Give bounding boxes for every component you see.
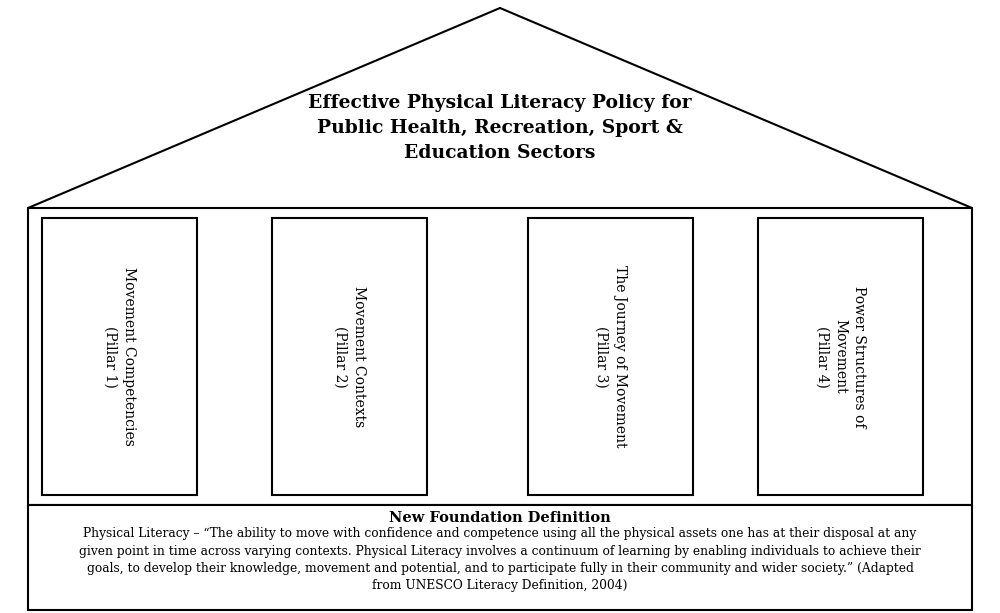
Bar bbox=[42, 218, 197, 495]
Bar bbox=[272, 218, 427, 495]
Bar bbox=[528, 218, 693, 495]
Text: Power Structures of
Movement
(Pillar 4): Power Structures of Movement (Pillar 4) bbox=[815, 286, 866, 427]
Polygon shape bbox=[28, 8, 972, 208]
Text: The Journey of Movement
(Pillar 3): The Journey of Movement (Pillar 3) bbox=[594, 265, 627, 447]
Text: Physical Literacy – “The ability to move with confidence and competence using al: Physical Literacy – “The ability to move… bbox=[79, 527, 921, 593]
Bar bbox=[28, 208, 972, 505]
Bar bbox=[758, 218, 923, 495]
Text: Effective Physical Literacy Policy for
Public Health, Recreation, Sport &
Educat: Effective Physical Literacy Policy for P… bbox=[308, 94, 692, 162]
Text: Movement Competencies
(Pillar 1): Movement Competencies (Pillar 1) bbox=[103, 267, 136, 446]
Text: Movement Contexts
(Pillar 2): Movement Contexts (Pillar 2) bbox=[333, 286, 366, 427]
Text: New Foundation Definition: New Foundation Definition bbox=[389, 511, 611, 525]
Bar bbox=[28, 505, 972, 610]
